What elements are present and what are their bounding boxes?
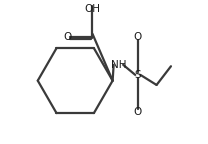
Text: O: O xyxy=(134,32,142,42)
Text: OH: OH xyxy=(84,4,100,14)
Text: NH: NH xyxy=(111,60,126,70)
Text: O: O xyxy=(134,107,142,117)
Text: S: S xyxy=(135,70,141,80)
Text: O: O xyxy=(63,32,71,42)
